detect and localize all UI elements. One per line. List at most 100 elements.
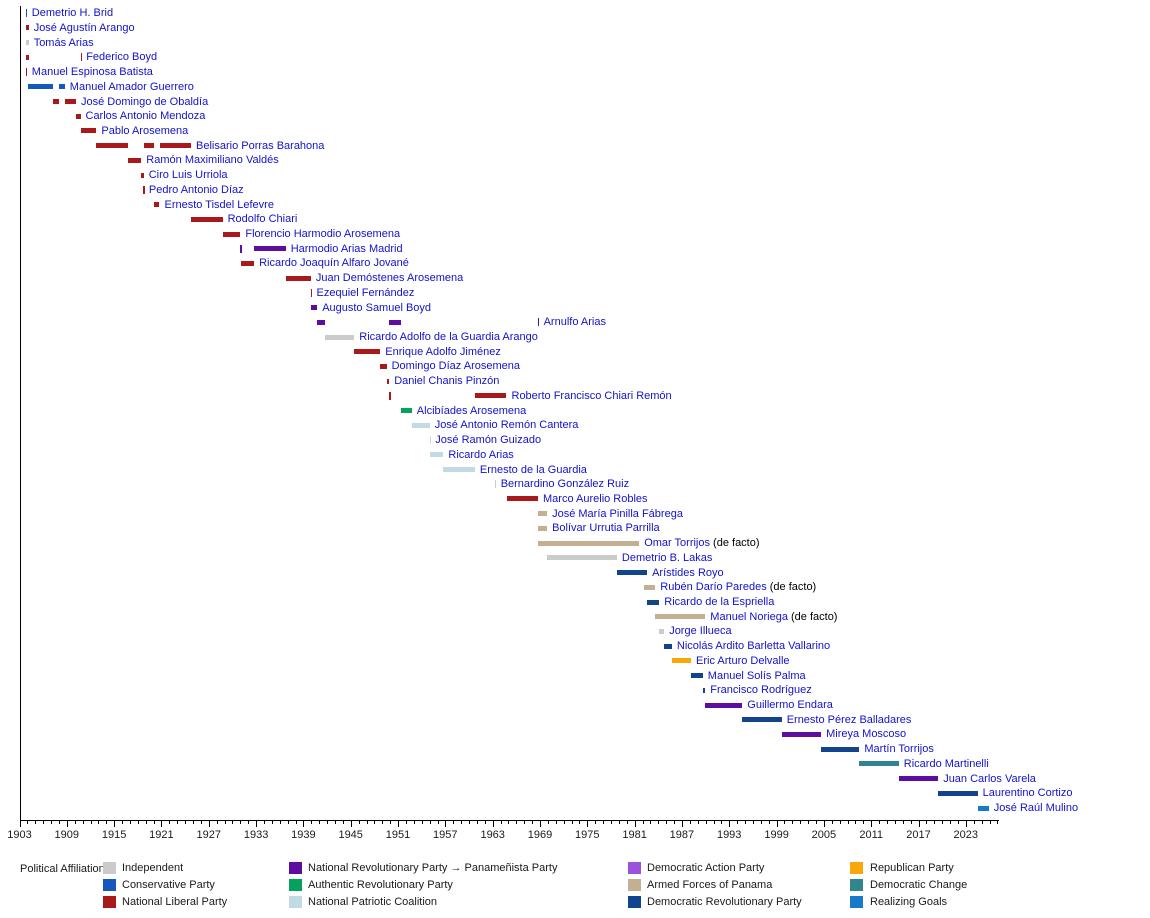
term-bar <box>538 540 640 546</box>
term-bar <box>616 570 648 575</box>
president-name: Francisco Rodríguez <box>710 684 812 697</box>
term-bar <box>702 687 706 693</box>
minor-tick <box>942 821 944 824</box>
term-bar <box>240 244 242 253</box>
president-label: Augusto Samuel Boyd <box>322 301 431 315</box>
president-name: José Raúl Mulino <box>993 802 1079 814</box>
president-name: Demetrio B. Lakas <box>621 551 713 564</box>
minor-tick <box>508 821 510 824</box>
president-label: Manuel Amador Guerrero <box>70 80 194 94</box>
term-bar <box>53 99 59 104</box>
minor-tick <box>926 821 928 824</box>
minor-tick <box>831 821 833 824</box>
legend-label: Independent <box>122 862 184 874</box>
minor-tick <box>658 821 660 824</box>
minor-tick <box>847 821 849 824</box>
minor-tick <box>319 821 321 824</box>
minor-tick <box>216 821 218 824</box>
president-name: José Ramón Guizado <box>435 434 542 446</box>
president-name: Federico Boyd <box>86 51 158 64</box>
president-name: Ricardo de la Espriella <box>664 596 775 608</box>
term-bar <box>58 84 65 90</box>
president-name: Manuel Solís Palma <box>707 669 806 682</box>
minor-tick <box>58 821 60 824</box>
legend-swatch <box>289 896 302 908</box>
minor-tick <box>437 821 439 824</box>
president-label: Ernesto de la Guardia <box>480 463 587 477</box>
term-bar <box>80 53 82 62</box>
minor-tick <box>248 821 250 824</box>
president-name: José Antonio Remón Cantera <box>434 419 579 432</box>
president-label: José María Pinilla Fábrega <box>552 507 683 521</box>
minor-tick <box>224 821 226 824</box>
term-bar <box>647 599 660 605</box>
minor-tick <box>327 821 329 824</box>
minor-tick <box>713 821 715 824</box>
term-bar <box>154 202 160 207</box>
legend-label: Conservative Party <box>122 879 215 891</box>
tick-label: 1909 <box>54 829 80 841</box>
term-bar <box>26 68 28 76</box>
term-bar <box>938 790 978 796</box>
term-bar <box>538 525 548 531</box>
president-name: Carlos Antonio Mendoza <box>85 110 206 123</box>
minor-tick <box>421 821 423 824</box>
president-name: Daniel Chanis Pinzón <box>394 375 500 388</box>
president-label: Belisario Porras Barahona <box>196 139 324 153</box>
president-label: Ricardo de la Espriella <box>664 595 774 609</box>
minor-tick <box>461 821 463 824</box>
term-bar <box>96 143 128 149</box>
president-label: Enrique Adolfo Jiménez <box>385 345 501 359</box>
minor-tick <box>122 821 123 824</box>
term-bar <box>705 702 743 708</box>
minor-tick <box>200 821 202 824</box>
minor-tick <box>390 821 392 824</box>
major-tick <box>303 821 305 827</box>
major-tick <box>208 821 210 827</box>
minor-tick <box>232 821 234 824</box>
legend-label: Democratic Action Party <box>647 862 765 874</box>
president-label: Roberto Francisco Chiari Remón <box>512 389 672 403</box>
president-label: Jorge Illueca <box>669 624 731 638</box>
term-bar <box>386 378 390 384</box>
minor-tick <box>650 821 652 824</box>
minor-tick <box>721 821 723 824</box>
minor-tick <box>240 821 242 824</box>
president-name: Pedro Antonio Díaz <box>148 183 244 196</box>
president-label: Manuel Espinosa Batista <box>32 65 153 79</box>
minor-tick <box>626 821 628 824</box>
term-bar <box>859 761 899 767</box>
president-label: José Domingo de Obaldía <box>81 95 208 109</box>
minor-tick <box>894 821 896 824</box>
president-name: Ricardo Arias <box>448 448 514 461</box>
president-label: Ricardo Joaquín Alfaro Jované <box>259 256 409 270</box>
tick-label: 1903 <box>7 829 32 841</box>
minor-tick <box>547 821 549 824</box>
term-bar <box>671 658 691 664</box>
minor-tick <box>887 821 888 824</box>
president-label: Demetrio B. Lakas <box>622 551 712 565</box>
president-label: Alcibíades Arosemena <box>417 404 526 418</box>
president-label: Marco Aurelio Robles <box>543 492 648 506</box>
president-label: Daniel Chanis Pinzón <box>394 374 499 388</box>
major-tick <box>634 821 636 827</box>
major-tick <box>256 821 258 827</box>
minor-tick <box>177 821 179 824</box>
major-tick <box>350 821 352 827</box>
term-bar <box>655 614 706 620</box>
term-bar <box>389 391 391 400</box>
term-bar <box>538 318 540 327</box>
term-bar <box>443 467 475 472</box>
minor-tick <box>405 821 407 824</box>
president-name: Ricardo Martinelli <box>903 757 989 770</box>
tick-label: 1927 <box>196 829 222 841</box>
tick-label: 1975 <box>575 829 600 841</box>
minor-tick <box>35 821 37 824</box>
minor-tick <box>500 821 502 824</box>
president-label: Tomás Arias <box>34 36 94 50</box>
tick-label: 1999 <box>764 829 789 841</box>
term-bar <box>742 717 782 723</box>
president-name: José María Pinilla Fábrega <box>552 507 683 520</box>
major-tick <box>445 821 447 827</box>
